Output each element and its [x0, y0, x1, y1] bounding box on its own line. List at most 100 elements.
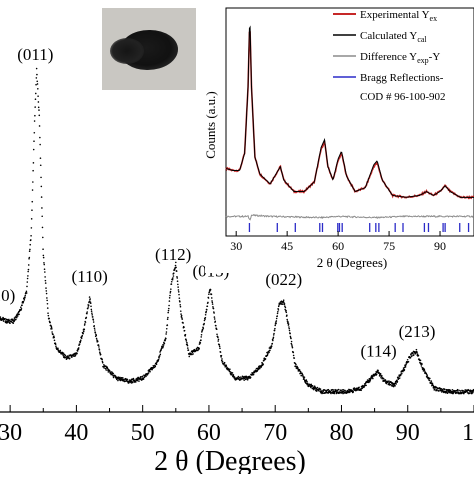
main-x-tick-label: 50	[131, 420, 155, 446]
xrd-data-point	[87, 304, 90, 307]
xrd-data-point	[352, 391, 355, 393]
xrd-data-point	[206, 305, 209, 308]
inset-y-axis-label: Counts (a.u.)	[203, 91, 218, 159]
xrd-data-point	[428, 379, 431, 382]
xrd-data-point	[203, 319, 206, 322]
xrd-data-point	[423, 368, 426, 371]
xrd-data-point	[55, 345, 57, 348]
xrd-data-point	[42, 254, 45, 257]
xrd-data-point	[377, 369, 379, 372]
xrd-data-point	[358, 386, 360, 389]
xrd-data-point	[395, 383, 398, 385]
xrd-data-point	[216, 333, 218, 336]
xrd-data-point	[290, 342, 293, 345]
xrd-data-point	[28, 250, 31, 252]
xrd-data-point	[38, 125, 41, 127]
xrd-data-point	[187, 349, 190, 351]
xrd-data-point	[47, 314, 50, 317]
xrd-data-point	[44, 279, 47, 282]
xrd-data-point	[449, 389, 452, 392]
xrd-data-point	[434, 388, 436, 391]
xrd-data-point	[68, 355, 70, 358]
xrd-data-point	[149, 370, 151, 373]
xrd-data-point	[438, 390, 440, 392]
xrd-data-point	[420, 365, 423, 367]
xrd-data-point	[472, 391, 474, 394]
xrd-data-point	[50, 325, 53, 327]
xrd-data-point	[381, 375, 383, 377]
xrd-data-point	[329, 390, 332, 393]
xrd-data-point	[30, 227, 33, 229]
xrd-data-point	[35, 77, 38, 79]
main-x-tick-label: 80	[329, 420, 353, 446]
inset-x-tick-label: 75	[383, 239, 395, 253]
peak-label: (011)	[17, 45, 53, 64]
xrd-data-point	[275, 320, 278, 322]
xrd-data-point	[364, 382, 367, 385]
xrd-data-point	[122, 377, 124, 379]
xrd-data-point	[292, 351, 295, 354]
xrd-data-point	[342, 388, 345, 391]
xrd-data-point	[43, 268, 46, 271]
xrd-data-point	[57, 347, 59, 350]
xrd-data-point	[29, 243, 32, 246]
xrd-data-point	[360, 389, 362, 392]
xrd-data-point	[103, 367, 105, 369]
xrd-data-point	[233, 376, 236, 378]
xrd-data-point	[306, 380, 308, 383]
xrd-data-point	[284, 308, 286, 311]
xrd-data-point	[368, 377, 371, 380]
xrd-data-point	[24, 294, 27, 297]
xrd-data-point	[106, 367, 109, 370]
xrd-data-point	[37, 88, 39, 90]
xrd-data-point	[219, 351, 222, 353]
xrd-data-point	[166, 324, 169, 326]
cod-reference-label: COD # 96-100-902	[360, 91, 446, 103]
xrd-data-point	[94, 329, 96, 331]
xrd-data-point	[207, 297, 210, 299]
xrd-data-point	[425, 372, 428, 375]
xrd-data-point	[185, 340, 188, 342]
xrd-data-point	[290, 340, 293, 343]
xrd-data-point	[258, 367, 261, 370]
xrd-data-point	[337, 388, 340, 391]
xrd-data-point	[218, 345, 221, 348]
xrd-data-point	[244, 378, 247, 381]
xrd-data-point	[436, 389, 438, 392]
xrd-data-point	[184, 333, 187, 336]
xrd-data-point	[412, 354, 415, 356]
xrd-data-point	[112, 372, 115, 375]
xrd-data-point	[421, 363, 423, 365]
xrd-data-point	[387, 381, 389, 384]
xrd-data-point	[12, 319, 15, 321]
inset-x-tick-label: 90	[434, 239, 446, 253]
main-x-tick-label: 40	[64, 420, 88, 446]
xrd-data-point	[404, 366, 407, 368]
xrd-data-point	[34, 98, 37, 101]
xrd-data-point	[220, 354, 223, 357]
xrd-data-point	[374, 372, 377, 375]
xrd-data-point	[47, 312, 49, 314]
xrd-data-point	[317, 389, 320, 392]
xrd-data-point	[165, 331, 168, 333]
xrd-data-point	[195, 347, 198, 350]
xrd-data-point	[184, 335, 186, 337]
xrd-data-point	[272, 339, 274, 342]
xrd-data-point	[431, 382, 434, 385]
xrd-data-point	[211, 301, 214, 304]
xrd-data-point	[288, 327, 291, 330]
xrd-data-point	[27, 264, 30, 266]
xrd-data-point	[201, 328, 204, 331]
xrd-data-point	[388, 380, 390, 382]
xrd-data-point	[90, 305, 92, 308]
xrd-data-point	[28, 257, 30, 260]
xrd-data-point	[303, 376, 306, 378]
xrd-data-point	[83, 328, 86, 331]
legend-label: Calculated Ycal	[360, 30, 427, 44]
xrd-data-point	[175, 261, 177, 264]
xrd-data-point	[200, 336, 203, 338]
xrd-data-point	[41, 215, 43, 218]
xrd-data-point	[80, 337, 83, 340]
xrd-data-point	[41, 226, 44, 229]
xrd-data-point	[84, 323, 86, 325]
